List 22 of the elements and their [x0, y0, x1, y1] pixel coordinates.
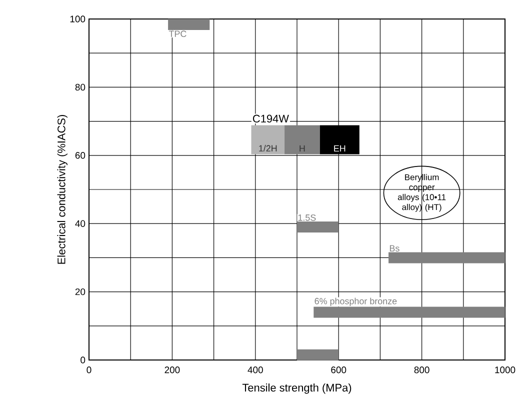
series-label: 6% phosphor bronze [314, 298, 397, 306]
y-tick-label: 20 [75, 288, 86, 296]
y-axis-title: Electrical conductivity (%IACS) [57, 114, 68, 264]
series-label: H [300, 145, 305, 152]
x-tick-label: 1000 [495, 366, 516, 374]
y-tick-label: 100 [70, 16, 86, 22]
series-label: TPC [168, 30, 186, 38]
annotation: C194W [253, 114, 289, 123]
y-tick-label: 0 [80, 356, 86, 364]
x-tick-label: 800 [414, 366, 430, 374]
y-tick-label: 60 [75, 152, 86, 159]
x-tick-label: 600 [331, 366, 346, 374]
series-label: EH [334, 145, 346, 152]
series-label: Bs [390, 245, 400, 252]
series-label: 1.5S [298, 214, 316, 221]
x-tick-label: 200 [164, 366, 180, 374]
x-axis-title: Tensile strength (MPa) [242, 384, 352, 394]
series-label: 1/2H [259, 144, 277, 152]
x-tick-label: 400 [248, 366, 263, 374]
x-tick-label: 0 [86, 366, 92, 374]
y-tick-label: 40 [75, 220, 86, 227]
y-tick-label: 80 [75, 84, 86, 91]
